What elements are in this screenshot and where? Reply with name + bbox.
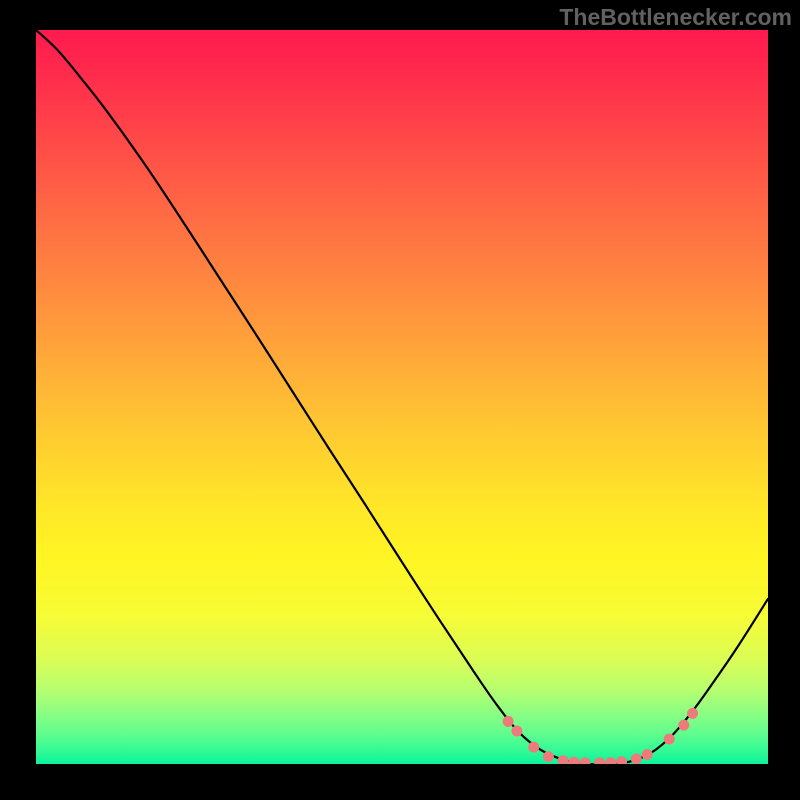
range-marker — [543, 751, 554, 762]
chart-frame: TheBottlenecker.com — [0, 0, 800, 800]
plot-area — [36, 30, 768, 764]
range-marker — [664, 734, 675, 745]
range-marker — [631, 753, 642, 764]
watermark-text: TheBottlenecker.com — [559, 4, 792, 31]
range-marker — [678, 720, 689, 731]
range-marker — [642, 749, 653, 760]
bottleneck-curve-chart — [36, 30, 768, 764]
range-marker — [511, 725, 522, 736]
range-marker — [687, 708, 698, 719]
range-marker — [528, 742, 539, 753]
range-marker — [503, 716, 514, 727]
gradient-background — [36, 30, 768, 764]
